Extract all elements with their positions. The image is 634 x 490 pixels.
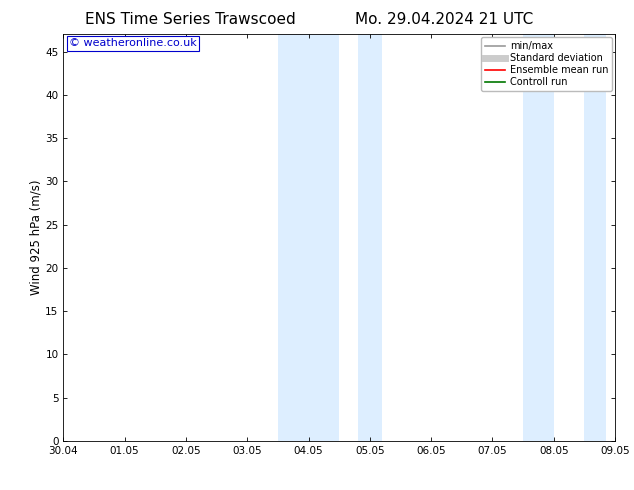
Text: ENS Time Series Trawscoed: ENS Time Series Trawscoed bbox=[85, 12, 295, 27]
Legend: min/max, Standard deviation, Ensemble mean run, Controll run: min/max, Standard deviation, Ensemble me… bbox=[481, 37, 612, 91]
Bar bbox=[585, 34, 606, 441]
Y-axis label: Wind 925 hPa (m/s): Wind 925 hPa (m/s) bbox=[30, 180, 42, 295]
Bar bbox=[523, 34, 553, 441]
Bar bbox=[358, 34, 382, 441]
Text: © weatheronline.co.uk: © weatheronline.co.uk bbox=[69, 38, 197, 49]
Bar bbox=[278, 34, 339, 441]
Text: Mo. 29.04.2024 21 UTC: Mo. 29.04.2024 21 UTC bbox=[354, 12, 533, 27]
